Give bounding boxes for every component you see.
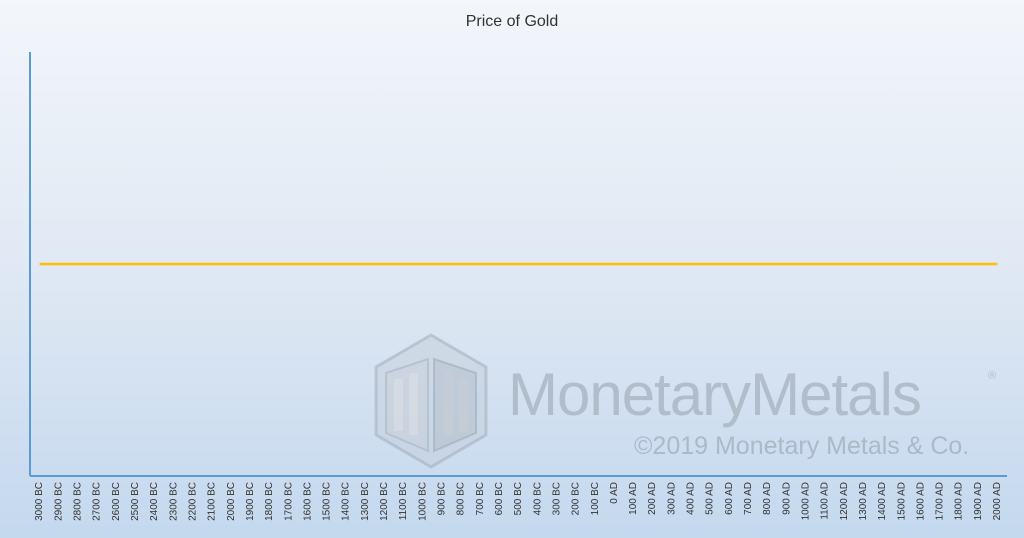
x-tick-labels: 3000 BC 2900 BC 2800 BC 2700 BC 2600 BC 2500 … <box>34 482 1003 521</box>
x-tick-label: 2500 BC <box>130 482 141 521</box>
x-tick-label: 2400 BC <box>149 482 160 521</box>
x-tick-label: 1600 BC <box>302 482 313 521</box>
x-tick-label: 1300 AD <box>858 482 869 520</box>
x-tick-label: 100 BC <box>590 482 601 515</box>
x-tick-label: 800 AD <box>762 482 773 515</box>
x-tick-label: 500 BC <box>513 482 524 515</box>
x-tick-label: 1100 BC <box>398 482 409 520</box>
watermark-brand-name: MonetaryMetals <box>508 361 922 428</box>
x-tick-label: 1000 BC <box>417 482 428 521</box>
x-tick-label: 1900 AD <box>973 482 984 520</box>
x-tick-label: 1800 AD <box>954 482 965 520</box>
x-tick-label: 700 BC <box>475 482 486 515</box>
x-tick-label: 400 BC <box>532 482 543 515</box>
x-tick-label: 2700 BC <box>92 482 103 521</box>
x-tick-label: 1400 AD <box>877 482 888 520</box>
x-tick-label: 300 AD <box>666 482 677 515</box>
chart-title: Price of Gold <box>465 13 559 30</box>
x-tick-label: 400 AD <box>686 482 697 515</box>
x-tick-label: 2200 BC <box>187 482 198 521</box>
x-tick-label: 1300 BC <box>360 482 371 521</box>
x-tick-label: 2100 BC <box>207 482 218 521</box>
x-tick-label: 700 AD <box>743 482 754 515</box>
x-tick-label: 1900 BC <box>245 482 256 521</box>
x-tick-label: 1600 AD <box>915 482 926 520</box>
x-tick-label: 2000 BC <box>226 482 237 521</box>
x-tick-label: 1700 AD <box>935 482 946 520</box>
x-tick-label: 500 AD <box>705 482 716 515</box>
x-tick-label: 1500 AD <box>896 482 907 520</box>
x-tick-label: 100 AD <box>628 482 639 515</box>
x-tick-label: 2000 AD <box>992 482 1003 520</box>
axes <box>29 52 1007 477</box>
watermark-registered-mark: ® <box>988 370 997 382</box>
x-tick-label: 200 BC <box>571 482 582 515</box>
watermark-copyright: ©2019 Monetary Metals & Co. <box>634 432 970 460</box>
x-tick-label: 2900 BC <box>53 482 64 521</box>
x-tick-label: 300 BC <box>551 482 562 515</box>
x-tick-label: 0 AD <box>609 482 620 504</box>
x-tick-label: 3000 BC <box>34 482 45 521</box>
x-tick-label: 1700 BC <box>283 482 294 521</box>
x-tick-label: 900 AD <box>781 482 792 515</box>
watermark-logo-icon <box>374 333 488 469</box>
x-tick-label: 1400 BC <box>341 482 352 521</box>
x-tick-label: 2800 BC <box>73 482 84 521</box>
x-tick-label: 1200 AD <box>839 482 850 520</box>
x-tick-label: 2600 BC <box>111 482 122 521</box>
x-tick-label: 200 AD <box>647 482 658 515</box>
x-tick-label: 900 BC <box>437 482 448 515</box>
x-tick-label: 800 BC <box>456 482 467 515</box>
x-tick-label: 1500 BC <box>322 482 333 521</box>
x-tick-label: 2300 BC <box>168 482 179 521</box>
x-tick-label: 600 BC <box>494 482 505 515</box>
x-tick-label: 1800 BC <box>264 482 275 521</box>
x-tick-label: 1000 AD <box>800 482 811 520</box>
x-tick-label: 1100 AD <box>820 482 831 520</box>
x-tick-label: 1200 BC <box>379 482 390 521</box>
x-tick-label: 600 AD <box>724 482 735 515</box>
